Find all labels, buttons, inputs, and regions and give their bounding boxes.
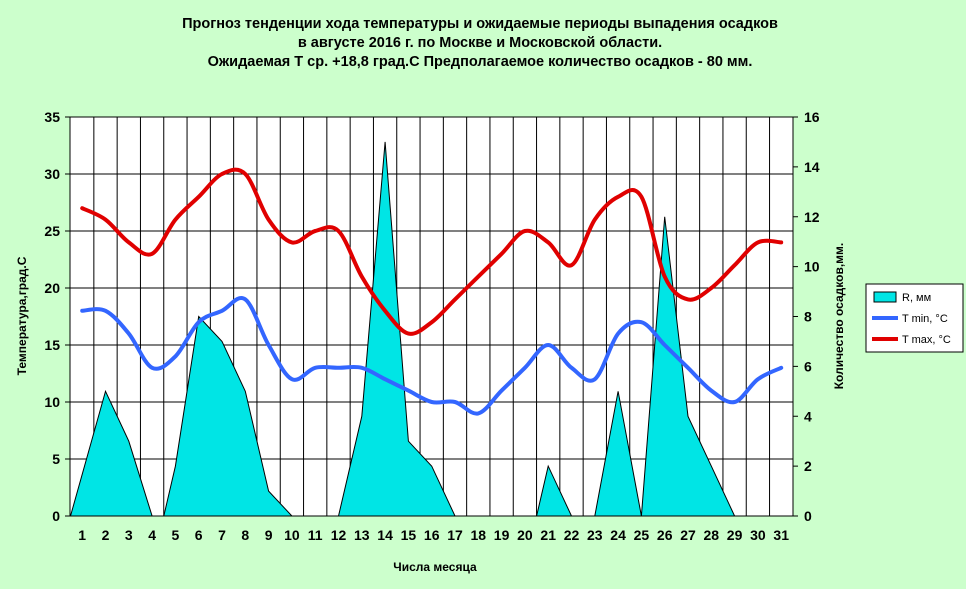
x-tick-label-6: 6 bbox=[195, 527, 203, 543]
precipitation-area-shape bbox=[69, 141, 736, 517]
x-tick-label-26: 26 bbox=[657, 527, 673, 543]
x-tick-label-3: 3 bbox=[125, 527, 133, 543]
x-tick-label-7: 7 bbox=[218, 527, 226, 543]
left-axis-ticks: 0 5 10 15 20 25 30 35 bbox=[44, 109, 70, 524]
right-tick-label-4: 4 bbox=[804, 408, 812, 424]
left-tick-label-10: 10 bbox=[44, 394, 60, 410]
right-tick-label-0: 0 bbox=[804, 508, 812, 524]
left-tick-label-25: 25 bbox=[44, 223, 60, 239]
x-axis-label: Числа месяца bbox=[393, 560, 477, 574]
x-tick-label-14: 14 bbox=[377, 527, 393, 543]
x-axis-ticks: 1 2 3 4 5 6 7 8 9 10 11 12 13 14 15 16 17 18 19 20 21 22 23 24 2… bbox=[78, 527, 789, 543]
x-tick-label-12: 12 bbox=[331, 527, 347, 543]
x-tick-label-17: 17 bbox=[447, 527, 463, 543]
right-tick-label-10: 10 bbox=[804, 259, 820, 275]
series-line-t-min bbox=[80, 296, 784, 416]
chart-title: Прогноз тенденции хода температуры и ожи… bbox=[182, 16, 778, 70]
x-tick-label-1: 1 bbox=[78, 527, 86, 543]
left-tick-label-0: 0 bbox=[52, 508, 60, 524]
x-tick-label-24: 24 bbox=[610, 527, 626, 543]
title-line-2: в августе 2016 г. по Москве и Московской… bbox=[298, 35, 662, 51]
x-tick-label-16: 16 bbox=[424, 527, 440, 543]
x-tick-label-4: 4 bbox=[148, 527, 156, 543]
x-tick-label-5: 5 bbox=[172, 527, 180, 543]
right-tick-label-12: 12 bbox=[804, 209, 820, 225]
x-tick-label-28: 28 bbox=[704, 527, 720, 543]
x-tick-label-20: 20 bbox=[517, 527, 533, 543]
left-tick-label-20: 20 bbox=[44, 280, 60, 296]
x-tick-label-30: 30 bbox=[750, 527, 766, 543]
x-tick-label-13: 13 bbox=[354, 527, 370, 543]
series-line-t-max bbox=[80, 167, 784, 336]
legend-label-2: T max, °С bbox=[902, 334, 951, 346]
right-tick-label-16: 16 bbox=[804, 109, 820, 125]
right-axis-ticks: 0 2 4 6 8 10 12 14 16 bbox=[793, 109, 820, 524]
left-tick-label-15: 15 bbox=[44, 337, 60, 353]
left-tick-label-30: 30 bbox=[44, 166, 60, 182]
temperature-lines bbox=[80, 167, 784, 416]
x-tick-label-10: 10 bbox=[284, 527, 300, 543]
x-tick-label-8: 8 bbox=[241, 527, 249, 543]
left-axis-label: Температура,град.С bbox=[15, 256, 29, 375]
x-tick-label-25: 25 bbox=[634, 527, 650, 543]
right-tick-label-14: 14 bbox=[804, 159, 820, 175]
left-tick-label-35: 35 bbox=[44, 109, 60, 125]
title-line-3: Ожидаемая Т ср. +18,8 град.С Предполагае… bbox=[208, 54, 753, 70]
x-tick-label-2: 2 bbox=[102, 527, 110, 543]
x-tick-label-15: 15 bbox=[401, 527, 417, 543]
precipitation-area bbox=[69, 141, 736, 517]
legend-label-1: T min, °С bbox=[902, 313, 948, 325]
legend-label-0: R, мм bbox=[902, 292, 931, 304]
x-tick-label-31: 31 bbox=[773, 527, 789, 543]
legend-swatch-0 bbox=[873, 291, 897, 303]
x-tick-label-9: 9 bbox=[265, 527, 273, 543]
x-tick-label-11: 11 bbox=[308, 527, 323, 543]
x-tick-label-23: 23 bbox=[587, 527, 603, 543]
right-axis-label: Количество осадков,мм. bbox=[832, 243, 846, 390]
legend: R, мм T min, °С T max, °С bbox=[865, 283, 964, 353]
right-tick-label-2: 2 bbox=[804, 458, 812, 474]
x-tick-label-18: 18 bbox=[471, 527, 487, 543]
x-tick-label-27: 27 bbox=[680, 527, 696, 543]
x-tick-label-29: 29 bbox=[727, 527, 743, 543]
right-tick-label-8: 8 bbox=[804, 309, 812, 325]
x-tick-label-22: 22 bbox=[564, 527, 580, 543]
left-tick-label-5: 5 bbox=[52, 451, 60, 467]
x-tick-label-21: 21 bbox=[540, 527, 556, 543]
right-tick-label-6: 6 bbox=[804, 358, 812, 374]
x-tick-label-19: 19 bbox=[494, 527, 510, 543]
title-line-1: Прогноз тенденции хода температуры и ожи… bbox=[182, 16, 778, 32]
